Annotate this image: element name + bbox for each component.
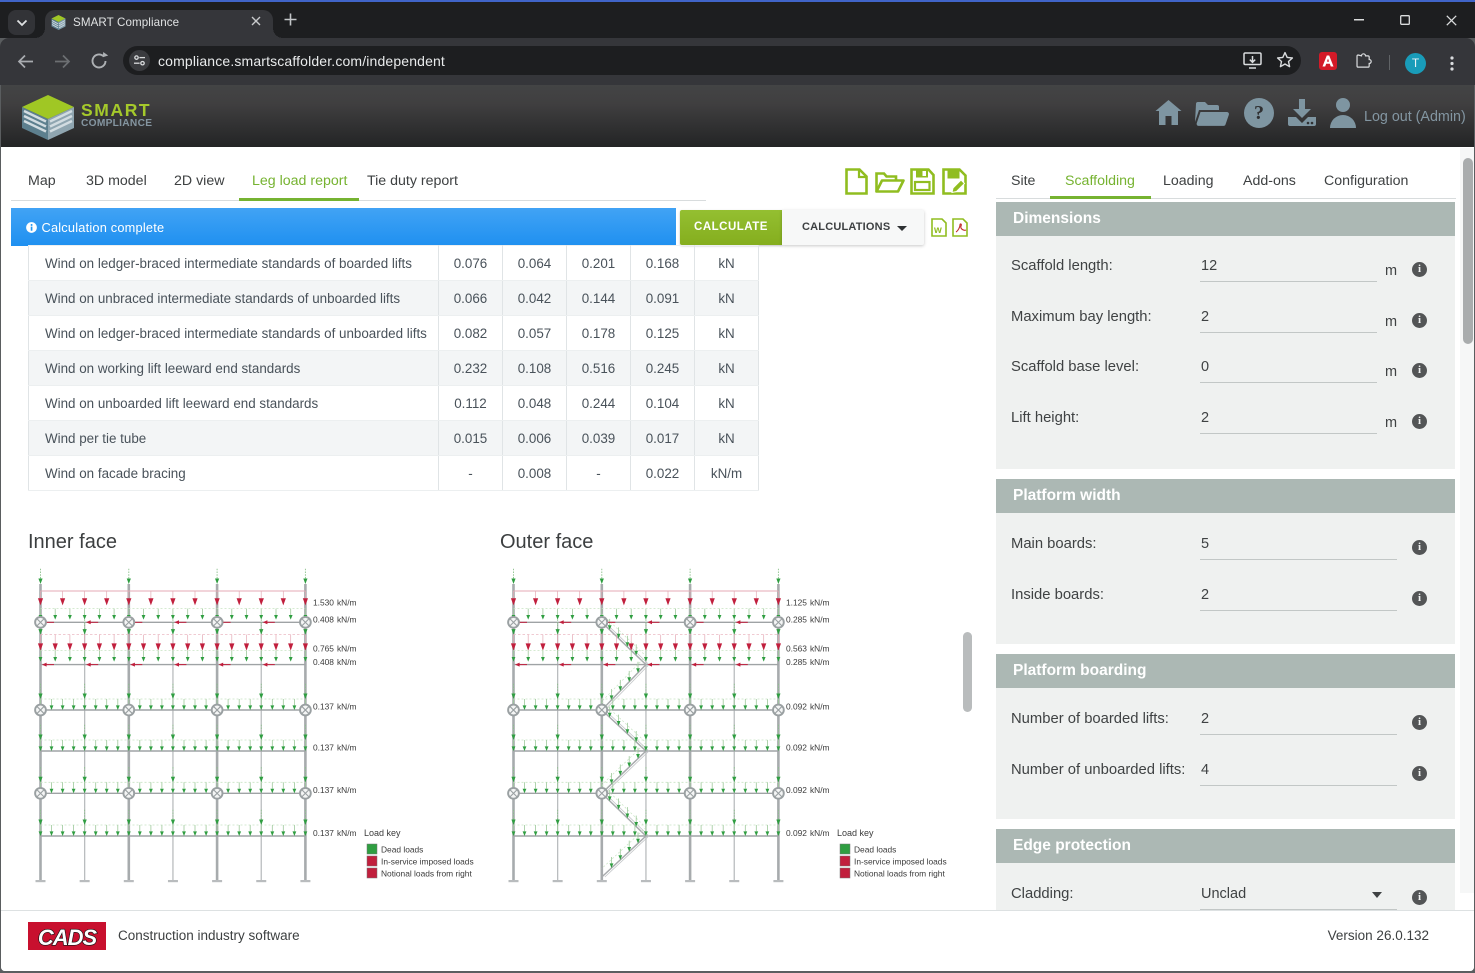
svg-text:0.285 kN/m: 0.285 kN/m — [786, 657, 830, 667]
svg-text:Load key: Load key — [364, 828, 401, 838]
svg-text:0.285 kN/m: 0.285 kN/m — [786, 615, 830, 625]
svg-text:0.092 kN/m: 0.092 kN/m — [786, 828, 830, 838]
svg-text:Dead loads: Dead loads — [854, 845, 896, 855]
svg-text:0.137 kN/m: 0.137 kN/m — [313, 785, 357, 795]
svg-text:0.408 kN/m: 0.408 kN/m — [313, 615, 357, 625]
svg-text:Dead loads: Dead loads — [381, 845, 423, 855]
svg-text:Notional loads from right: Notional loads from right — [854, 869, 945, 879]
svg-text:0.092 kN/m: 0.092 kN/m — [786, 701, 830, 711]
svg-text:0.408 kN/m: 0.408 kN/m — [313, 657, 357, 667]
svg-text:0.137 kN/m: 0.137 kN/m — [313, 701, 357, 711]
svg-text:CADS: CADS — [38, 925, 98, 950]
svg-text:w: w — [933, 225, 942, 236]
svg-text:Load key: Load key — [837, 828, 874, 838]
svg-text:In-service imposed loads: In-service imposed loads — [381, 857, 474, 867]
svg-text:0.092 kN/m: 0.092 kN/m — [786, 785, 830, 795]
svg-text:0.765 kN/m: 0.765 kN/m — [313, 644, 357, 654]
svg-text:1.530 kN/m: 1.530 kN/m — [313, 598, 357, 608]
svg-text:0.563 kN/m: 0.563 kN/m — [786, 644, 830, 654]
svg-text:1.125 kN/m: 1.125 kN/m — [786, 598, 830, 608]
svg-text:0.137 kN/m: 0.137 kN/m — [313, 743, 357, 753]
svg-text:Notional loads from right: Notional loads from right — [381, 869, 472, 879]
svg-text:In-service imposed loads: In-service imposed loads — [854, 857, 947, 867]
svg-text:0.092 kN/m: 0.092 kN/m — [786, 743, 830, 753]
svg-text:0.137 kN/m: 0.137 kN/m — [313, 828, 357, 838]
